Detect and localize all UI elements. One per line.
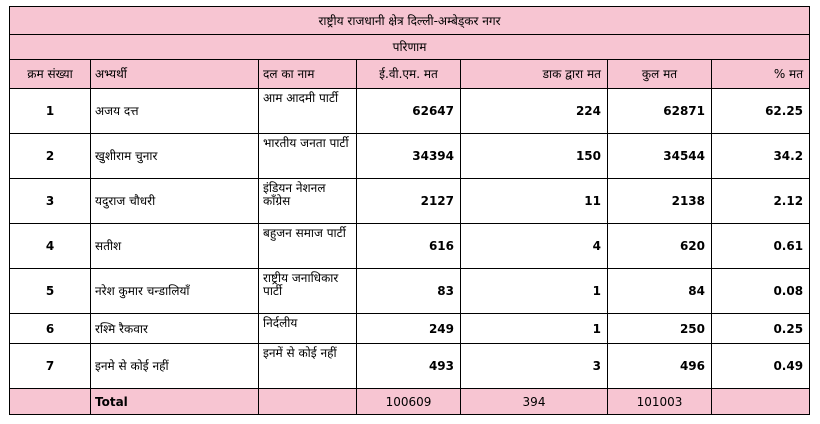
candidate-name: नरेश कुमार चन्डालियाँ xyxy=(90,268,259,314)
serial-number: 6 xyxy=(9,313,91,344)
party-name: इनमें से कोई नहीं xyxy=(258,343,357,389)
header-party: दल का नाम xyxy=(258,59,357,89)
table-row: 4 सतीश बहुजन समाज पार्टी 616 4 620 0.61 xyxy=(9,223,811,269)
vote-percent: 62.25 xyxy=(710,88,811,134)
party-name: भारतीय जनता पार्टी xyxy=(258,133,357,179)
candidate-name: इनमे से कोई नहीं xyxy=(90,343,259,389)
postal-votes: 11 xyxy=(460,178,608,224)
header-serial: क्रम संख्या xyxy=(9,59,91,89)
vote-percent: 0.49 xyxy=(710,343,811,389)
serial-number: 5 xyxy=(9,268,91,314)
header-evm-votes: ई.वी.एम. मत xyxy=(356,59,461,89)
table-row: 5 नरेश कुमार चन्डालियाँ राष्ट्रीय जनाधिक… xyxy=(9,268,811,314)
vote-percent: 0.61 xyxy=(710,223,811,269)
total-label: Total xyxy=(90,388,259,415)
total-votes: 34544 xyxy=(607,133,712,179)
evm-votes: 2127 xyxy=(356,178,461,224)
serial-number: 4 xyxy=(9,223,91,269)
header-total-votes: कुल मत xyxy=(607,59,712,89)
vote-percent: 2.12 xyxy=(710,178,811,224)
header-candidate: अभ्यर्थी xyxy=(90,59,259,89)
candidate-name: रश्मि रैकवार xyxy=(90,313,259,344)
evm-votes: 83 xyxy=(356,268,461,314)
total-empty-cell xyxy=(710,388,811,415)
evm-votes: 616 xyxy=(356,223,461,269)
total-empty-cell xyxy=(258,388,357,415)
party-name: बहुजन समाज पार्टी xyxy=(258,223,357,269)
candidate-name: खुशीराम चुनार xyxy=(90,133,259,179)
table-row: 6 रश्मि रैकवार निर्दलीय 249 1 250 0.25 xyxy=(9,313,811,344)
evm-votes: 62647 xyxy=(356,88,461,134)
total-votes: 620 xyxy=(607,223,712,269)
serial-number: 7 xyxy=(9,343,91,389)
postal-votes: 1 xyxy=(460,313,608,344)
postal-votes: 1 xyxy=(460,268,608,314)
header-postal-votes: डाक द्वारा मत xyxy=(460,59,608,89)
total-evm-votes: 100609 xyxy=(356,388,461,415)
total-empty-cell xyxy=(9,388,91,415)
postal-votes: 224 xyxy=(460,88,608,134)
serial-number: 1 xyxy=(9,88,91,134)
vote-percent: 0.25 xyxy=(710,313,811,344)
candidate-name: अजय दत्त xyxy=(90,88,259,134)
total-votes: 496 xyxy=(607,343,712,389)
evm-votes: 34394 xyxy=(356,133,461,179)
postal-votes: 3 xyxy=(460,343,608,389)
table-title: राष्ट्रीय राजधानी क्षेत्र दिल्ली-अम्बेड्… xyxy=(8,6,811,35)
table-row: 3 यदुराज चौधरी इंडियन नेशनल कॉंग्रेस 212… xyxy=(9,178,811,224)
vote-percent: 0.08 xyxy=(710,268,811,314)
postal-votes: 4 xyxy=(460,223,608,269)
candidate-name: सतीश xyxy=(90,223,259,269)
table-row: 1 अजय दत्त आम आदमी पार्टी 62647 224 6287… xyxy=(9,88,811,134)
total-row: Total 100609 394 101003 xyxy=(9,388,811,415)
serial-number: 3 xyxy=(9,178,91,224)
total-votes: 62871 xyxy=(607,88,712,134)
total-votes: 250 xyxy=(607,313,712,344)
candidate-name: यदुराज चौधरी xyxy=(90,178,259,224)
table-row: 2 खुशीराम चुनार भारतीय जनता पार्टी 34394… xyxy=(9,133,811,179)
table-row: 7 इनमे से कोई नहीं इनमें से कोई नहीं 493… xyxy=(9,343,811,389)
header-row: क्रम संख्या अभ्यर्थी दल का नाम ई.वी.एम. … xyxy=(9,59,811,89)
evm-votes: 249 xyxy=(356,313,461,344)
postal-votes: 150 xyxy=(460,133,608,179)
evm-votes: 493 xyxy=(356,343,461,389)
total-all-votes: 101003 xyxy=(607,388,712,415)
total-votes: 84 xyxy=(607,268,712,314)
header-vote-percent: % मत xyxy=(710,59,811,89)
party-name: राष्ट्रीय जनाधिकार पार्टी xyxy=(258,268,357,314)
serial-number: 2 xyxy=(9,133,91,179)
table-subtitle: परिणाम xyxy=(8,34,811,60)
party-name: इंडियन नेशनल कॉंग्रेस xyxy=(258,178,357,224)
party-name: आम आदमी पार्टी xyxy=(258,88,357,134)
total-postal-votes: 394 xyxy=(460,388,608,415)
total-votes: 2138 xyxy=(607,178,712,224)
results-table: राष्ट्रीय राजधानी क्षेत्र दिल्ली-अम्बेड्… xyxy=(8,6,811,415)
vote-percent: 34.2 xyxy=(710,133,811,179)
party-name: निर्दलीय xyxy=(258,313,357,344)
